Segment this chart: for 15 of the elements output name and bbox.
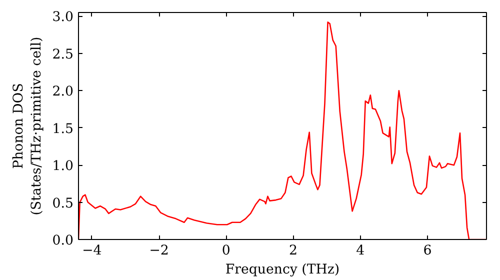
x-tick-label: 0	[222, 244, 230, 258]
x-tick-label: 6	[423, 244, 432, 258]
y-tick-label: 1.0	[52, 159, 74, 174]
y-tick-label: 3.0	[52, 10, 74, 26]
y-tick-label: 0.0	[52, 234, 74, 248]
y-tick-label: 2.0	[52, 84, 74, 100]
y-axis-title: Phonon DOS (States/THz·primitive cell)	[11, 36, 44, 216]
x-axis-title: Frequency (THz)	[225, 262, 340, 278]
x-tick-label: 4	[356, 244, 365, 258]
y-tick-label: 0.5	[52, 196, 74, 212]
y-tick-label: 1.5	[52, 122, 74, 137]
y-tick-label: 2.5	[52, 47, 74, 62]
x-tick-label: −4	[82, 244, 102, 258]
x-tick-label: 2	[288, 244, 298, 258]
x-tick-label: −2	[149, 244, 169, 258]
